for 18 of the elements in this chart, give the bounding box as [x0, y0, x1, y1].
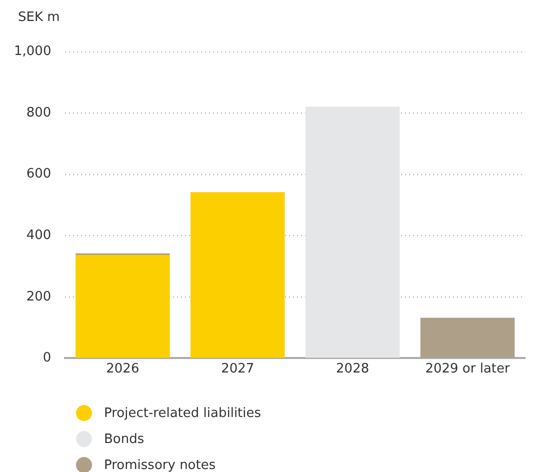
y-tick-label: 600 — [26, 166, 52, 182]
y-axis-title: SEK m — [18, 10, 60, 25]
legend-label: Promissory notes — [104, 458, 216, 472]
legend-label: Project-related liabilities — [104, 406, 262, 420]
bar — [76, 254, 170, 358]
y-tick-label: 1,000 — [14, 44, 52, 60]
x-tick-label: 2027 — [221, 361, 254, 376]
y-tick-label: 0 — [42, 350, 52, 366]
y-tick-label: 200 — [26, 289, 52, 304]
legend-label: Bonds — [104, 432, 144, 446]
bar — [420, 318, 515, 358]
y-tick-label: 400 — [26, 228, 52, 244]
bar — [190, 192, 285, 358]
x-tick-label: 2029 or later — [425, 361, 511, 376]
x-tick-label: 2026 — [106, 361, 140, 376]
bar — [305, 106, 400, 358]
y-tick-label: 800 — [26, 105, 52, 120]
x-tick-label: 2028 — [336, 361, 370, 376]
